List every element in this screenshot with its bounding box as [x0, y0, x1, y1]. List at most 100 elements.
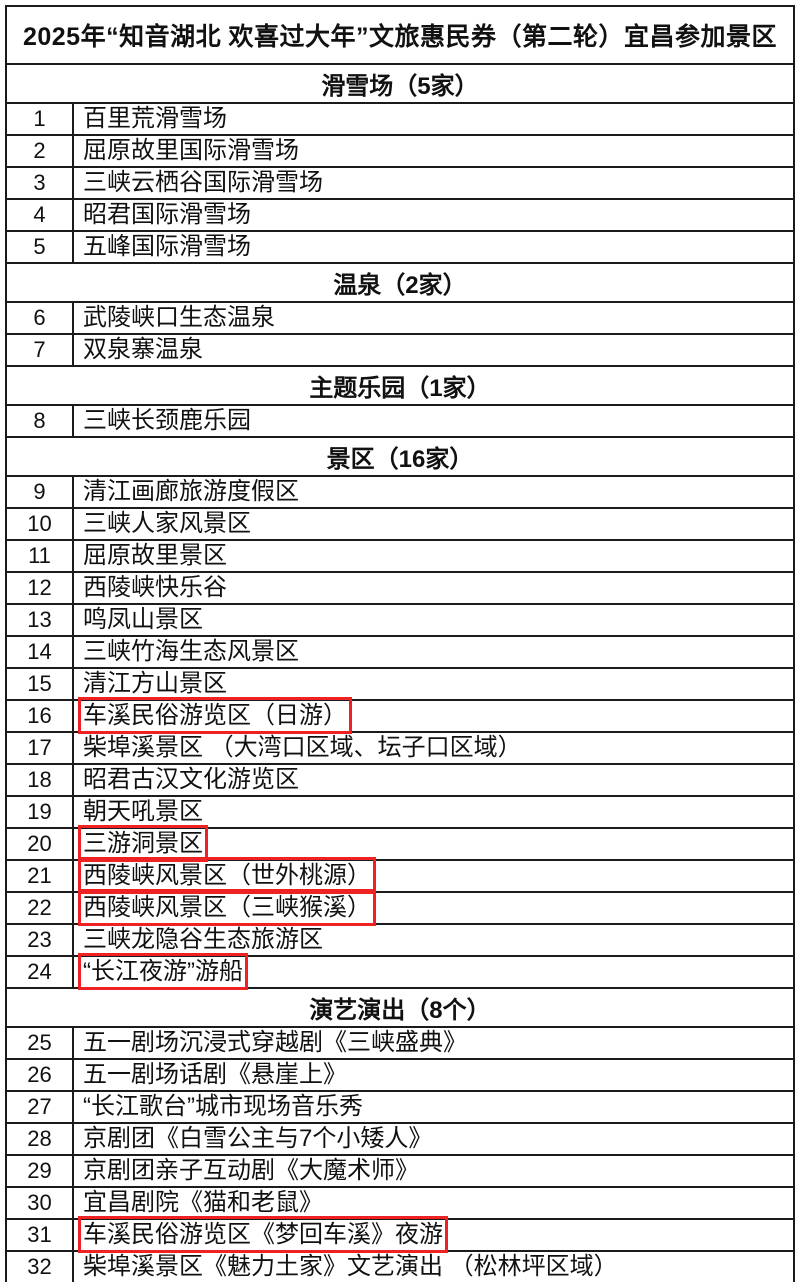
venue-name-cell: 三峡长颈鹿乐园 [72, 404, 795, 438]
venue-name-cell: 车溪民俗游览区《梦回车溪》夜游 [72, 1216, 795, 1253]
venue-name-cell: 京剧团《白雪公主与7个小矮人》 [72, 1122, 795, 1156]
row-number: 8 [5, 404, 74, 438]
venue-name: 鸣凤山景区 [83, 606, 203, 633]
section-header: 景区（16家） [5, 436, 795, 477]
table-row: 21 西陵峡风景区（世外桃源） [5, 857, 795, 894]
row-number: 28 [5, 1122, 74, 1156]
table-row: 15 清江方山景区 [5, 667, 795, 701]
section-header-row: 主题乐园（1家） [5, 365, 795, 406]
table-row: 7 双泉寨温泉 [5, 333, 795, 367]
venue-name-cell: 朝天吼景区 [72, 795, 795, 829]
venue-name-cell: “长江歌台”城市现场音乐秀 [72, 1090, 795, 1124]
row-number: 16 [5, 699, 74, 733]
table-row: 22 西陵峡风景区（三峡猴溪） [5, 889, 795, 926]
venue-name-cell: 西陵峡风景区（三峡猴溪） [72, 889, 795, 926]
venue-name-cell: 三峡竹海生态风景区 [72, 635, 795, 669]
row-number: 29 [5, 1154, 74, 1188]
venue-name-highlighted: 三游洞景区 [78, 825, 208, 862]
venue-name: 京剧团《白雪公主与7个小矮人》 [83, 1125, 433, 1152]
venue-name: 屈原故里国际滑雪场 [83, 137, 299, 164]
table-row: 18 昭君古汉文化游览区 [5, 763, 795, 797]
venue-name-highlighted: 车溪民俗游览区（日游） [78, 697, 352, 734]
venue-name-cell: 五一剧场沉浸式穿越剧《三峡盛典》 [72, 1026, 795, 1060]
section-header-row: 演艺演出（8个） [5, 987, 795, 1028]
section-header: 温泉（2家） [5, 262, 795, 303]
row-number: 22 [5, 891, 74, 925]
row-number: 24 [5, 955, 74, 989]
venue-name-cell: 三游洞景区 [72, 825, 795, 862]
venue-name: 三峡云栖谷国际滑雪场 [83, 169, 323, 196]
venue-name-cell: 西陵峡风景区（世外桃源） [72, 857, 795, 894]
row-number: 26 [5, 1058, 74, 1092]
venue-name-highlighted: 车溪民俗游览区《梦回车溪》夜游 [78, 1216, 448, 1253]
table-row: 3 三峡云栖谷国际滑雪场 [5, 166, 795, 200]
section-header: 演艺演出（8个） [5, 987, 795, 1028]
table-row: 23 三峡龙隐谷生态旅游区 [5, 923, 795, 957]
venue-name: 柴埠溪景区《魅力土家》文艺演出 （松林坪区域） [83, 1253, 618, 1280]
venue-name: 武陵峡口生态温泉 [83, 304, 275, 331]
venue-name: “长江歌台”城市现场音乐秀 [83, 1093, 363, 1120]
row-number: 25 [5, 1026, 74, 1060]
venue-name: 五一剧场沉浸式穿越剧《三峡盛典》 [83, 1029, 467, 1056]
venue-name: 柴埠溪景区 （大湾口区域、坛子口区域） [83, 734, 522, 761]
row-number: 19 [5, 795, 74, 829]
row-number: 11 [5, 539, 74, 573]
row-number: 20 [5, 827, 74, 861]
venue-name: 朝天吼景区 [83, 798, 203, 825]
venue-name: 清江方山景区 [83, 670, 227, 697]
row-number: 27 [5, 1090, 74, 1124]
row-number: 1 [5, 102, 74, 136]
venue-name-cell: 武陵峡口生态温泉 [72, 301, 795, 335]
row-number: 17 [5, 731, 74, 765]
table-row: 25 五一剧场沉浸式穿越剧《三峡盛典》 [5, 1026, 795, 1060]
venue-name-cell: 清江画廊旅游度假区 [72, 475, 795, 509]
row-number: 10 [5, 507, 74, 541]
row-number: 15 [5, 667, 74, 701]
venue-name-cell: 京剧团亲子互动剧《大魔术师》 [72, 1154, 795, 1188]
table-row: 10 三峡人家风景区 [5, 507, 795, 541]
venue-name-cell: 屈原故里景区 [72, 539, 795, 573]
table-row: 24 “长江夜游”游船 [5, 953, 795, 990]
venue-name: 宜昌剧院《猫和老鼠》 [83, 1189, 323, 1216]
row-number: 21 [5, 859, 74, 893]
row-number: 5 [5, 230, 74, 264]
venue-name: 双泉寨温泉 [83, 336, 203, 363]
venue-name-cell: 清江方山景区 [72, 667, 795, 701]
venue-name-cell: 屈原故里国际滑雪场 [72, 134, 795, 168]
venue-name-cell: 三峡云栖谷国际滑雪场 [72, 166, 795, 200]
table-row: 8 三峡长颈鹿乐园 [5, 404, 795, 438]
table-row: 1 百里荒滑雪场 [5, 102, 795, 136]
table-row: 20 三游洞景区 [5, 825, 795, 862]
venue-name-cell: 柴埠溪景区 （大湾口区域、坛子口区域） [72, 731, 795, 765]
row-number: 31 [5, 1218, 74, 1252]
scenic-area-table: 2025年“知音湖北 欢喜过大年”文旅惠民券（第二轮）宜昌参加景区 滑雪场（5家… [5, 5, 795, 1282]
venue-name-cell: 百里荒滑雪场 [72, 102, 795, 136]
venue-name-cell: 昭君古汉文化游览区 [72, 763, 795, 797]
venue-name: 五一剧场话剧《悬崖上》 [83, 1061, 347, 1088]
venue-name-cell: 双泉寨温泉 [72, 333, 795, 367]
venue-name: 三峡长颈鹿乐园 [83, 407, 251, 434]
venue-name: 屈原故里景区 [83, 542, 227, 569]
table-row: 12 西陵峡快乐谷 [5, 571, 795, 605]
venue-name-cell: 车溪民俗游览区（日游） [72, 697, 795, 734]
venue-name: 百里荒滑雪场 [83, 105, 227, 132]
row-number: 7 [5, 333, 74, 367]
venue-name-cell: 三峡龙隐谷生态旅游区 [72, 923, 795, 957]
table-row: 16 车溪民俗游览区（日游） [5, 697, 795, 734]
table-row: 29 京剧团亲子互动剧《大魔术师》 [5, 1154, 795, 1188]
table-row: 5 五峰国际滑雪场 [5, 230, 795, 264]
row-number: 6 [5, 301, 74, 335]
table-row: 4 昭君国际滑雪场 [5, 198, 795, 232]
section-header-row: 景区（16家） [5, 436, 795, 477]
table-row: 19 朝天吼景区 [5, 795, 795, 829]
venue-name: 京剧团亲子互动剧《大魔术师》 [83, 1157, 419, 1184]
venue-name: 清江画廊旅游度假区 [83, 478, 299, 505]
section-header-row: 滑雪场（5家） [5, 63, 795, 104]
row-number: 4 [5, 198, 74, 232]
venue-name-cell: 五峰国际滑雪场 [72, 230, 795, 264]
venue-name-cell: 柴埠溪景区《魅力土家》文艺演出 （松林坪区域） [72, 1250, 795, 1282]
table-row: 30 宜昌剧院《猫和老鼠》 [5, 1186, 795, 1220]
venue-name-highlighted: 西陵峡风景区（三峡猴溪） [78, 889, 376, 926]
table-row: 2 屈原故里国际滑雪场 [5, 134, 795, 168]
